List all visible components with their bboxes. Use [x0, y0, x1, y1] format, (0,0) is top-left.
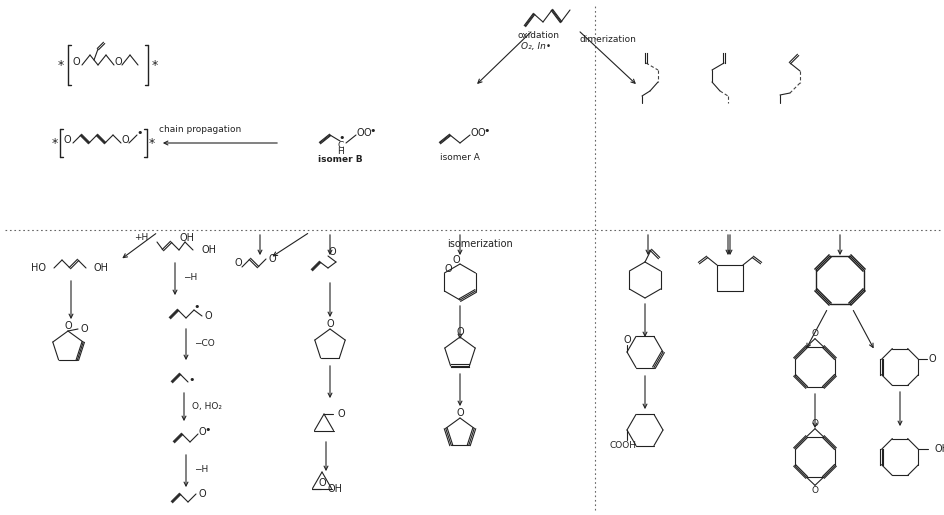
Text: O: O	[204, 311, 211, 321]
Text: O: O	[121, 135, 128, 145]
Text: O: O	[456, 408, 464, 418]
Text: •: •	[137, 128, 143, 138]
Text: −H: −H	[194, 466, 208, 474]
Text: COOH: COOH	[609, 441, 636, 451]
Text: •: •	[338, 133, 345, 143]
Text: O: O	[328, 247, 335, 257]
Text: O: O	[444, 264, 452, 274]
Text: isomer A: isomer A	[440, 153, 480, 163]
Text: oxidation: oxidation	[517, 31, 560, 41]
Text: OH: OH	[201, 245, 216, 255]
Text: isomer B: isomer B	[317, 156, 362, 164]
Text: OH: OH	[328, 484, 342, 493]
Text: +H: +H	[134, 233, 148, 243]
Text: •: •	[189, 375, 195, 385]
Text: •: •	[369, 126, 376, 136]
Text: −CO: −CO	[194, 338, 214, 348]
Text: *: *	[149, 136, 155, 149]
Text: O: O	[198, 427, 206, 437]
Text: •: •	[483, 126, 490, 136]
Text: OH: OH	[93, 263, 109, 273]
Text: *: *	[58, 59, 64, 72]
Text: O: O	[622, 335, 631, 345]
Text: OH: OH	[934, 444, 944, 454]
Text: −H: −H	[183, 273, 197, 283]
Text: O: O	[811, 329, 818, 338]
Text: O: O	[811, 486, 818, 495]
Text: •: •	[205, 425, 211, 435]
Text: O: O	[234, 258, 242, 268]
Text: O: O	[318, 478, 326, 488]
Text: C: C	[338, 141, 344, 149]
Text: O: O	[64, 321, 72, 331]
Text: O: O	[811, 419, 818, 428]
Text: O: O	[63, 135, 71, 145]
Text: O: O	[268, 254, 276, 264]
Text: O: O	[470, 128, 478, 138]
Text: O: O	[114, 57, 122, 67]
Text: dimerization: dimerization	[579, 36, 635, 44]
Text: O: O	[456, 327, 464, 337]
Text: *: *	[152, 59, 158, 72]
Text: •: •	[194, 302, 200, 312]
Text: O: O	[928, 354, 936, 364]
Text: O: O	[477, 128, 484, 138]
Text: O, HO₂: O, HO₂	[192, 402, 222, 410]
Text: O: O	[356, 128, 363, 138]
Text: O: O	[338, 409, 346, 419]
Text: O: O	[362, 128, 370, 138]
Text: O₂, In•: O₂, In•	[520, 42, 550, 50]
Text: HO: HO	[31, 263, 46, 273]
Text: *: *	[52, 136, 59, 149]
Text: O: O	[80, 324, 88, 334]
Text: isomerization: isomerization	[447, 239, 513, 249]
Text: H: H	[337, 147, 344, 157]
Text: O: O	[452, 255, 460, 265]
Text: O: O	[72, 57, 79, 67]
Text: O: O	[198, 489, 206, 499]
Text: chain propagation: chain propagation	[159, 126, 241, 134]
Text: O: O	[326, 319, 333, 329]
Text: OH: OH	[179, 233, 194, 243]
